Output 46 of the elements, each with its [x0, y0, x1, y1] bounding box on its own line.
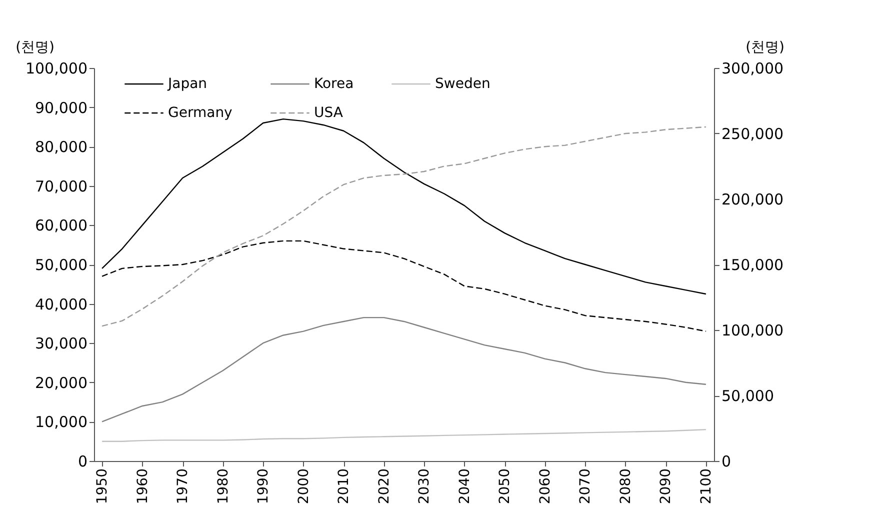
y-tick-label: 0 [78, 452, 88, 470]
legend-label: Sweden [435, 76, 490, 92]
y-tick-label: 60,000 [35, 216, 88, 235]
y2-tick-label: 200,000 [722, 190, 784, 208]
x-tick-label: 2060 [537, 468, 554, 504]
y-tick-label: 30,000 [35, 334, 88, 353]
x-tick-label: 1960 [134, 468, 151, 504]
y-tick-label: 70,000 [35, 177, 88, 196]
x-tick-label: 1970 [175, 468, 192, 504]
x-tick-label: 1990 [256, 468, 272, 504]
y2-tick-label: 150,000 [722, 256, 784, 274]
y2-tick-label: 0 [722, 452, 732, 470]
y-tick-label: 10,000 [35, 413, 88, 432]
y-tick-label: 100,000 [25, 60, 88, 78]
x-tick-label: 2040 [456, 468, 473, 504]
y2-axis-title: (천명) [746, 40, 784, 56]
x-tick-label: 2080 [618, 468, 634, 504]
y-tick-label: 20,000 [35, 374, 88, 392]
y2-tick-label: 50,000 [722, 387, 774, 405]
x-tick-label: 2030 [416, 468, 433, 504]
x-tick-label: 2050 [497, 468, 514, 504]
x-tick-label: 2020 [376, 468, 392, 504]
y-tick-label: 40,000 [35, 295, 88, 314]
y2-tick-label: 300,000 [722, 60, 784, 78]
x-tick-label: 2070 [578, 468, 594, 504]
line-series [101, 126, 707, 327]
line-series [101, 240, 707, 332]
legend-label: USA [314, 105, 344, 121]
x-tick-label: 2000 [296, 468, 312, 504]
x-tick-label: 1950 [94, 468, 111, 504]
x-tick-label: 2010 [336, 468, 352, 504]
x-tick-label: 2090 [658, 468, 674, 504]
x-tick-label: 1980 [215, 468, 232, 504]
line-series [101, 316, 707, 422]
y-axis-title: (천명) [16, 40, 54, 56]
legend-label: Japan [167, 76, 208, 92]
x-tick-label: 2100 [698, 468, 714, 504]
y-tick-label: 50,000 [35, 256, 88, 274]
legend-label: Korea [314, 76, 354, 92]
legend-label: Germany [168, 105, 232, 121]
y-tick-label: 90,000 [35, 98, 88, 117]
y-tick-label: 80,000 [35, 138, 88, 156]
y2-tick-label: 250,000 [722, 125, 784, 143]
line-series [101, 428, 707, 442]
y2-tick-label: 100,000 [722, 322, 784, 340]
line-series [101, 118, 707, 295]
